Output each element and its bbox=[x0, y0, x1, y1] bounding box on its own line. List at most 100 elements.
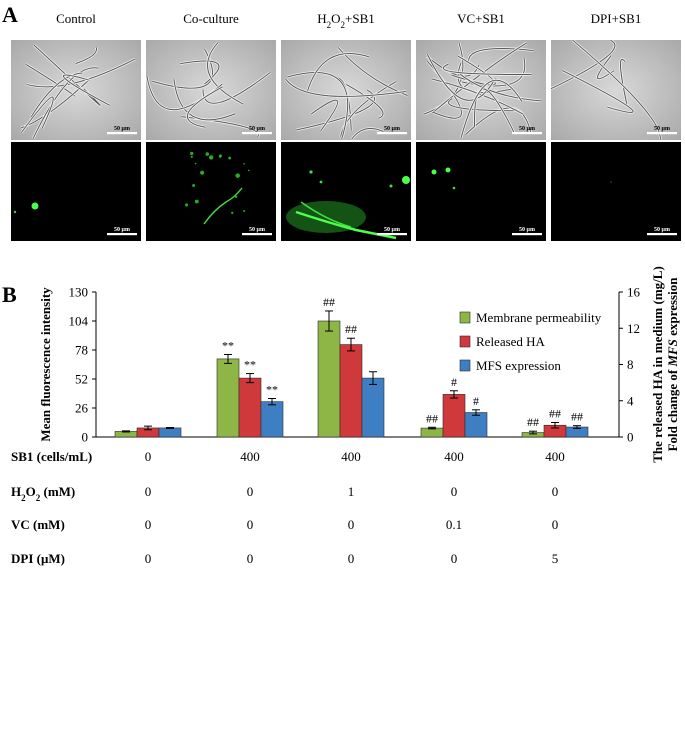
fluorescence-image-1 bbox=[146, 142, 276, 241]
error-bar bbox=[472, 409, 480, 416]
table-cell: 400 bbox=[240, 449, 260, 464]
brightfield-image-3 bbox=[416, 40, 546, 140]
treatment-table: SB1 (cells/mL) 0 400 400 400 400 H2O2 (mM) 0 0 1 0… bbox=[11, 449, 565, 566]
scale-bar bbox=[377, 233, 407, 236]
scale-bar-label: 50 μm bbox=[249, 227, 265, 233]
scale-bar-label: 50 μm bbox=[519, 227, 535, 233]
table-cell: 0 bbox=[247, 484, 254, 499]
table-cell: 1 bbox=[348, 484, 355, 499]
legend-label: Membrane permeability bbox=[476, 310, 602, 325]
bar-mfs-expression-0 bbox=[158, 427, 182, 438]
significance-label: # bbox=[451, 375, 457, 389]
table-cell: 400 bbox=[444, 449, 464, 464]
scale-bar bbox=[512, 233, 542, 236]
table-cell: 0 bbox=[145, 484, 152, 499]
significance-label: ## bbox=[323, 295, 335, 309]
scale-bar-label: 50 μm bbox=[654, 227, 670, 233]
legend-label: MFS expression bbox=[476, 358, 561, 373]
table-row-label: VC (mM) bbox=[11, 517, 65, 532]
table-cell: 0 bbox=[145, 517, 152, 532]
left-tick-label: 78 bbox=[75, 343, 88, 358]
condition-label-0: Control bbox=[56, 11, 96, 26]
significance-label: ## bbox=[527, 415, 539, 429]
error-bar bbox=[166, 426, 174, 429]
right-axis-title-line1: The released HA in medium (mg/L) bbox=[650, 266, 665, 463]
bar-membrane-permeability-2 bbox=[317, 320, 341, 438]
right-tick-label: 16 bbox=[627, 285, 641, 300]
table-cell: 0 bbox=[552, 484, 559, 499]
error-bar bbox=[529, 430, 537, 435]
bar-released-ha-2 bbox=[339, 344, 363, 438]
bar-released-ha-1 bbox=[238, 377, 262, 438]
scale-bar bbox=[242, 132, 272, 135]
bar-mfs-expression-2 bbox=[361, 377, 385, 438]
condition-label-2: H2O2+SB1 bbox=[317, 11, 375, 30]
bar-released-ha-3 bbox=[442, 394, 466, 438]
legend-label: Released HA bbox=[476, 334, 546, 349]
left-tick-label: 0 bbox=[82, 430, 89, 445]
error-bar bbox=[428, 426, 436, 430]
table-cell: 5 bbox=[552, 551, 559, 566]
right-tick-label: 4 bbox=[627, 393, 634, 408]
scale-bar bbox=[647, 233, 677, 236]
error-bar bbox=[144, 425, 152, 431]
brightfield-image-1 bbox=[146, 40, 276, 140]
fluorescence-image-0 bbox=[11, 142, 141, 241]
error-bar bbox=[224, 353, 232, 364]
scale-bar-label: 50 μm bbox=[519, 126, 535, 132]
table-cell: 0 bbox=[451, 484, 458, 499]
table-cell: 0 bbox=[451, 551, 458, 566]
bar-membrane-permeability-1 bbox=[216, 358, 240, 438]
legend: Membrane permeability Released HA MFS expr… bbox=[459, 310, 602, 373]
condition-label-1: Co-culture bbox=[183, 11, 239, 26]
bar-membrane-permeability-3 bbox=[420, 427, 444, 438]
fluorescence-image-3 bbox=[416, 142, 546, 241]
brightfield-image-0 bbox=[11, 40, 141, 140]
error-bar bbox=[246, 373, 254, 384]
error-bar bbox=[268, 397, 276, 406]
error-bar bbox=[369, 371, 377, 385]
fluorescence-image-2 bbox=[281, 142, 411, 241]
scale-bar-label: 50 μm bbox=[114, 227, 130, 233]
significance-label: ** bbox=[244, 358, 256, 372]
brightfield-image-2 bbox=[281, 40, 411, 140]
panel-a-images: Control 50 μm 50 μm Co-culture 50 μm 50 μm H2O… bbox=[11, 11, 681, 241]
significance-label: ## bbox=[426, 411, 438, 425]
table-row-label: H2O2 (mM) bbox=[11, 484, 75, 503]
table-cell: 0 bbox=[348, 517, 355, 532]
panel-a-letter: A bbox=[2, 2, 18, 27]
table-cell: 0 bbox=[348, 551, 355, 566]
scale-bar bbox=[377, 132, 407, 135]
left-axis-title: Mean fluorescence intensity bbox=[38, 287, 53, 442]
table-cell: 0 bbox=[145, 449, 152, 464]
error-bar bbox=[347, 337, 355, 352]
left-tick-label: 26 bbox=[75, 401, 89, 416]
scale-bar bbox=[107, 132, 137, 135]
right-tick-label: 0 bbox=[627, 430, 634, 445]
scale-bar bbox=[512, 132, 542, 135]
left-tick-label: 130 bbox=[69, 285, 89, 300]
legend-swatch bbox=[459, 311, 471, 324]
scale-bar-label: 50 μm bbox=[249, 126, 265, 132]
bar-mfs-expression-3 bbox=[464, 412, 488, 438]
table-cell: 400 bbox=[341, 449, 361, 464]
significance-label: ## bbox=[571, 410, 583, 424]
bar-chart: 0 26 52 78 104 130 0 4 8 12 16 Mean fluorescence in… bbox=[11, 266, 680, 566]
scale-bar-label: 50 μm bbox=[654, 126, 670, 132]
table-cell: 0 bbox=[552, 517, 559, 532]
scale-bar-label: 50 μm bbox=[384, 126, 400, 132]
significance-label: ** bbox=[222, 338, 234, 352]
left-tick-label: 52 bbox=[75, 372, 88, 387]
legend-swatch bbox=[459, 359, 471, 372]
scale-bar bbox=[647, 132, 677, 135]
significance-label: ## bbox=[549, 407, 561, 421]
condition-label-4: DPI+SB1 bbox=[591, 11, 642, 26]
table-cell: 400 bbox=[545, 449, 565, 464]
significance-label: # bbox=[473, 394, 479, 408]
significance-label: ## bbox=[345, 322, 357, 336]
panel-b-letter: B bbox=[2, 282, 17, 307]
table-cell: 0 bbox=[247, 517, 254, 532]
condition-label-3: VC+SB1 bbox=[457, 11, 505, 26]
error-bar bbox=[551, 422, 559, 429]
